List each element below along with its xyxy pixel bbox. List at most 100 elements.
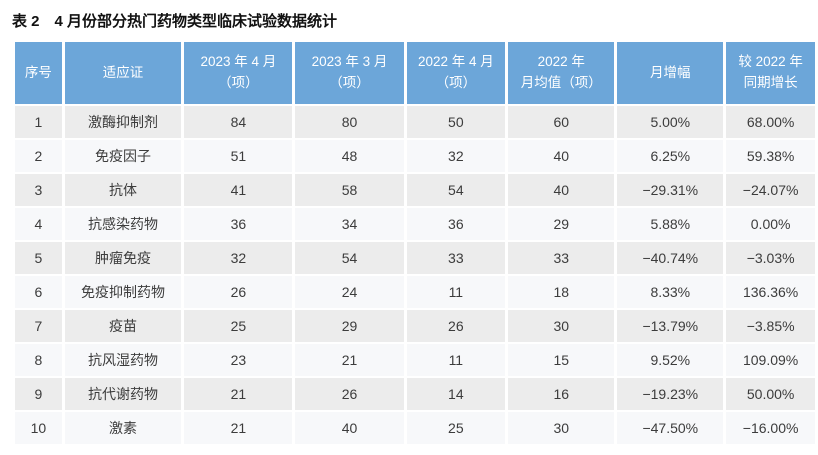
cell-apr-2023: 84	[184, 106, 293, 138]
cell-avg-2022: 16	[508, 378, 615, 410]
cell-yoy-growth: 68.00%	[726, 106, 815, 138]
cell-apr-2022: 32	[406, 140, 506, 172]
column-header-mar-2023: 2023 年 3 月 （项）	[295, 42, 404, 104]
column-header-avg-2022: 2022 年 月均值（项）	[508, 42, 615, 104]
table-row: 8 抗风湿药物 23 21 11 15 9.52% 109.09%	[15, 344, 815, 376]
table-row: 1 激酶抑制剂 84 80 50 60 5.00% 68.00%	[15, 106, 815, 138]
cell-avg-2022: 40	[508, 174, 615, 206]
table-row: 10 激素 21 40 25 30 −47.50% −16.00%	[15, 412, 815, 444]
cell-apr-2022: 14	[406, 378, 506, 410]
table-row: 9 抗代谢药物 21 26 14 16 −19.23% 50.00%	[15, 378, 815, 410]
cell-index: 4	[15, 208, 62, 240]
table-row: 6 免疫抑制药物 26 24 11 18 8.33% 136.36%	[15, 276, 815, 308]
cell-mar-2023: 80	[295, 106, 404, 138]
cell-avg-2022: 60	[508, 106, 615, 138]
cell-mom-growth: 8.33%	[617, 276, 724, 308]
cell-mom-growth: −19.23%	[617, 378, 724, 410]
cell-apr-2023: 36	[184, 208, 293, 240]
cell-avg-2022: 29	[508, 208, 615, 240]
cell-yoy-growth: −16.00%	[726, 412, 815, 444]
table-body: 1 激酶抑制剂 84 80 50 60 5.00% 68.00% 2 免疫因子 51 48 32 40 6.…	[15, 106, 815, 444]
cell-mom-growth: 5.88%	[617, 208, 724, 240]
cell-indication: 肿瘤免疫	[64, 242, 182, 274]
cell-yoy-growth: 50.00%	[726, 378, 815, 410]
cell-apr-2022: 11	[406, 344, 506, 376]
cell-mom-growth: −40.74%	[617, 242, 724, 274]
cell-yoy-growth: 59.38%	[726, 140, 815, 172]
cell-indication: 抗感染药物	[64, 208, 182, 240]
cell-apr-2023: 41	[184, 174, 293, 206]
cell-indication: 免疫抑制药物	[64, 276, 182, 308]
table-row: 5 肿瘤免疫 32 54 33 33 −40.74% −3.03%	[15, 242, 815, 274]
cell-index: 8	[15, 344, 62, 376]
cell-mar-2023: 48	[295, 140, 404, 172]
table-header: 序号 适应证 2023 年 4 月 （项） 2023 年 3 月 （项） 2022 年 …	[15, 42, 815, 104]
cell-mar-2023: 24	[295, 276, 404, 308]
cell-yoy-growth: 0.00%	[726, 208, 815, 240]
cell-apr-2023: 51	[184, 140, 293, 172]
cell-apr-2022: 11	[406, 276, 506, 308]
column-header-indication: 适应证	[64, 42, 182, 104]
cell-yoy-growth: −3.85%	[726, 310, 815, 342]
cell-apr-2022: 25	[406, 412, 506, 444]
cell-yoy-growth: 109.09%	[726, 344, 815, 376]
cell-apr-2022: 26	[406, 310, 506, 342]
cell-indication: 抗风湿药物	[64, 344, 182, 376]
cell-apr-2022: 36	[406, 208, 506, 240]
cell-apr-2023: 21	[184, 412, 293, 444]
cell-mar-2023: 58	[295, 174, 404, 206]
cell-yoy-growth: 136.36%	[726, 276, 815, 308]
cell-mar-2023: 34	[295, 208, 404, 240]
cell-indication: 疫苗	[64, 310, 182, 342]
column-header-index: 序号	[15, 42, 62, 104]
cell-mar-2023: 21	[295, 344, 404, 376]
cell-indication: 激酶抑制剂	[64, 106, 182, 138]
header-row: 序号 适应证 2023 年 4 月 （项） 2023 年 3 月 （项） 2022 年 …	[15, 42, 815, 104]
table-row: 3 抗体 41 58 54 40 −29.31% −24.07%	[15, 174, 815, 206]
cell-index: 3	[15, 174, 62, 206]
clinical-trial-stats-table: 序号 适应证 2023 年 4 月 （项） 2023 年 3 月 （项） 2022 年 …	[12, 40, 818, 446]
cell-indication: 免疫因子	[64, 140, 182, 172]
cell-avg-2022: 30	[508, 310, 615, 342]
column-header-apr-2023: 2023 年 4 月 （项）	[184, 42, 293, 104]
cell-avg-2022: 30	[508, 412, 615, 444]
cell-indication: 激素	[64, 412, 182, 444]
cell-apr-2023: 23	[184, 344, 293, 376]
cell-apr-2023: 21	[184, 378, 293, 410]
cell-mar-2023: 29	[295, 310, 404, 342]
table-row: 7 疫苗 25 29 26 30 −13.79% −3.85%	[15, 310, 815, 342]
cell-index: 6	[15, 276, 62, 308]
cell-mom-growth: −13.79%	[617, 310, 724, 342]
cell-apr-2023: 26	[184, 276, 293, 308]
cell-apr-2022: 54	[406, 174, 506, 206]
column-header-apr-2022: 2022 年 4 月 （项）	[406, 42, 506, 104]
cell-mom-growth: 5.00%	[617, 106, 724, 138]
cell-yoy-growth: −24.07%	[726, 174, 815, 206]
table-row: 2 免疫因子 51 48 32 40 6.25% 59.38%	[15, 140, 815, 172]
cell-mom-growth: −29.31%	[617, 174, 724, 206]
cell-mar-2023: 26	[295, 378, 404, 410]
cell-mar-2023: 40	[295, 412, 404, 444]
cell-avg-2022: 18	[508, 276, 615, 308]
cell-apr-2023: 25	[184, 310, 293, 342]
cell-indication: 抗代谢药物	[64, 378, 182, 410]
cell-indication: 抗体	[64, 174, 182, 206]
cell-mom-growth: 6.25%	[617, 140, 724, 172]
cell-index: 1	[15, 106, 62, 138]
column-header-yoy-growth: 较 2022 年 同期增长	[726, 42, 815, 104]
cell-apr-2022: 50	[406, 106, 506, 138]
cell-apr-2022: 33	[406, 242, 506, 274]
cell-avg-2022: 33	[508, 242, 615, 274]
table-title: 表 2 4 月份部分热门药物类型临床试验数据统计	[12, 13, 338, 30]
cell-mom-growth: 9.52%	[617, 344, 724, 376]
cell-apr-2023: 32	[184, 242, 293, 274]
cell-index: 7	[15, 310, 62, 342]
cell-index: 5	[15, 242, 62, 274]
cell-index: 10	[15, 412, 62, 444]
cell-avg-2022: 15	[508, 344, 615, 376]
cell-mar-2023: 54	[295, 242, 404, 274]
cell-avg-2022: 40	[508, 140, 615, 172]
cell-mom-growth: −47.50%	[617, 412, 724, 444]
cell-index: 9	[15, 378, 62, 410]
